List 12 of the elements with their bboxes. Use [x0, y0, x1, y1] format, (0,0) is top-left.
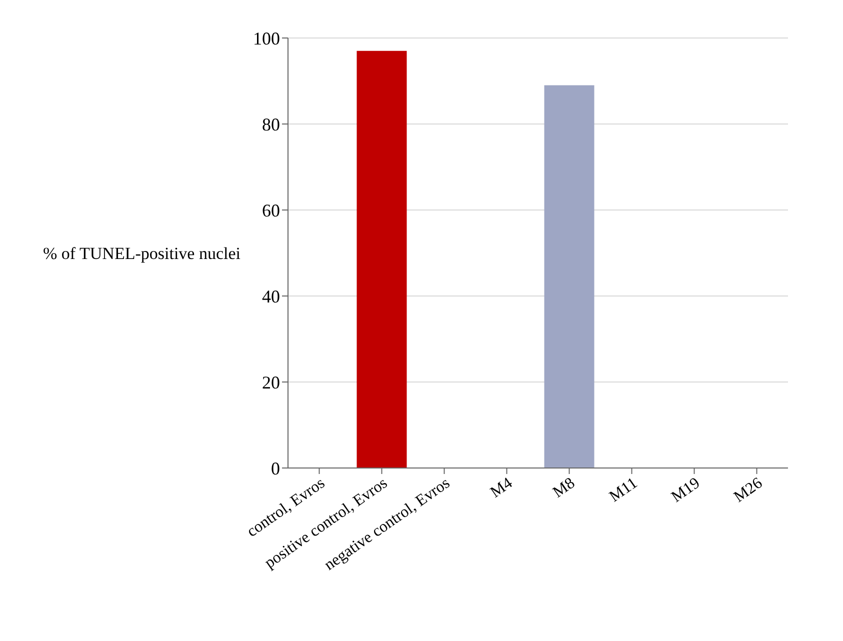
x-tick-label: M19: [668, 474, 704, 506]
y-axis-title: % of TUNEL-positive nuclei: [43, 244, 241, 264]
y-tick-label: 100: [253, 28, 280, 48]
x-tick-label: M11: [606, 474, 641, 506]
y-tick-label: 60: [262, 200, 280, 220]
y-tick-label: 80: [262, 114, 280, 134]
x-tick-label: M8: [550, 474, 578, 502]
y-tick-label: 0: [271, 458, 280, 478]
y-tick-label: 20: [262, 372, 280, 392]
x-tick-label: M26: [731, 474, 766, 506]
y-tick-label: 40: [262, 286, 280, 306]
x-tick-label: M4: [488, 474, 516, 502]
